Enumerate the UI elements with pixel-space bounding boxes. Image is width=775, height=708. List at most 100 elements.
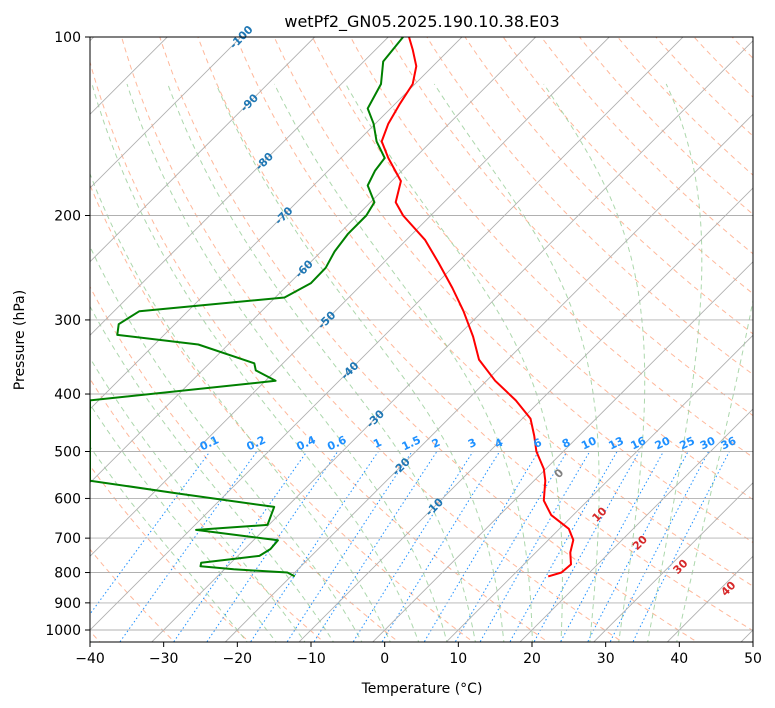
mixing-ratio-line [632,451,730,642]
dry-adiabat-line [350,37,753,458]
mixing-ratio-line [352,451,474,642]
dry-adiabat-line [311,37,753,501]
isotherm-line [593,482,753,642]
profile-lines [90,37,575,578]
isotherm-line [90,37,610,557]
y-axis-label: Pressure (hPa) [12,290,28,390]
mixing-ratio-line [454,451,568,642]
isotherm-line [224,113,753,642]
isotherm-line [90,37,316,263]
dry-adiabat-line [731,37,753,59]
dry-adiabat-line [502,37,753,295]
isotherm-line [90,37,463,410]
dry-adiabat-line [655,37,753,137]
moist-adiabat-label: 30 [671,557,691,577]
moist-adiabat-label: 10 [590,504,610,524]
mixing-ratio-line [206,451,339,642]
temperature-line [380,37,575,578]
mixing-ratio-line [90,451,211,615]
mixing-ratio-label: 13 [607,434,626,452]
x-axis: −40 −30 −20 −10 0 10 20 30 40 50 [75,642,762,667]
isotherm-line [298,187,753,642]
dry-adiabat-label: -70 [272,204,295,227]
mixing-ratio-line [119,451,258,642]
line-labels: 0.1 0.2 0.4 0.6 1 1.5 2 3 4 6 8 10 13 16 20 25 30 36-100-… [198,23,739,599]
x-tick-label: 40 [670,651,688,667]
isotherm-line [90,37,389,336]
isotherm-line [90,37,242,189]
y-tick-label: 300 [54,313,81,329]
moist-adiabat-line [167,83,476,642]
mixing-ratio-line [587,451,689,642]
dry-adiabat-line [235,37,753,587]
moist-adiabat-line [647,83,703,642]
x-tick-label: 20 [523,651,541,667]
dry-adiabat-line [388,37,753,417]
moist-adiabat-label: 40 [718,578,738,598]
dry-adiabat-line [90,183,474,642]
x-tick-label: 50 [744,651,762,667]
grid-lines [90,37,753,642]
dry-adiabat-label: -80 [253,150,276,173]
dry-adiabat-line [464,37,753,335]
dry-adiabat-line [90,378,325,642]
dry-adiabat-label: -30 [364,407,387,430]
mixing-ratio-label: 20 [653,434,673,452]
x-tick-label: −30 [149,651,179,667]
dry-adiabat-line [90,60,549,642]
isotherm-line [740,629,753,642]
y-tick-label: 700 [54,531,81,547]
mixing-ratio-label: 3 [466,436,478,451]
dry-adiabat-label: -90 [238,91,261,114]
moist-adiabat-line [90,305,335,642]
dry-adiabat-line [159,37,699,642]
dry-adiabat-line [121,37,624,642]
mixing-ratio-label: 6 [531,436,544,451]
x-tick-label: −40 [75,651,105,667]
y-tick-label: 400 [54,387,81,403]
isotherm-line [372,261,753,642]
mixing-ratio-label: 10 [579,434,599,452]
mixing-ratio-label: 1.5 [400,433,423,453]
dry-adiabat-line [757,24,775,645]
mixing-ratio-line [173,451,308,642]
mixing-ratio-line [559,451,664,642]
mixing-ratio-label: 2 [430,436,442,451]
dry-adiabat-label: -50 [315,308,338,331]
mixing-ratio-line [609,451,710,642]
isotherm-line [519,408,753,642]
mixing-ratio-label: 30 [698,434,718,452]
y-axis: 100 200 300 400 500 600 700 800 900 1000 [45,30,90,639]
mixing-ratio-label: 36 [719,434,739,452]
mixing-ratio-label: 1 [371,436,383,451]
x-tick-label: 30 [597,651,615,667]
dry-adiabat-line [273,37,753,544]
mixing-ratio-line [479,451,591,642]
y-tick-label: 100 [54,30,81,46]
dry-adiabat-label: -20 [390,455,413,478]
x-tick-label: −10 [296,651,326,667]
moist-adiabat-line [91,83,420,642]
dry-adiabat-line [90,464,250,642]
dry-adiabat-label: -40 [338,359,361,382]
dry-adiabat-line [578,37,753,215]
moist-adiabat-line [90,403,277,642]
moist-adiabat-line [215,83,505,642]
mixing-ratio-label: 25 [678,434,697,452]
plot-frame [89,36,754,643]
mixing-ratio-line [286,451,413,642]
moist-adiabat-line [90,172,391,642]
mixing-ratio-label: 0.1 [198,433,221,453]
y-tick-label: 800 [54,566,81,582]
mixing-ratio-label: 0.6 [325,433,348,453]
isotherm-line [90,37,684,631]
moist-adiabat-line [90,245,363,642]
x-tick-label: 10 [449,651,467,667]
background-lines [90,24,775,645]
mixing-ratio-label: 16 [629,434,649,452]
y-tick-label: 200 [54,209,81,225]
mixing-ratio-line [249,451,379,642]
isotherm-line [90,37,537,484]
moist-adiabat-line [543,83,646,642]
